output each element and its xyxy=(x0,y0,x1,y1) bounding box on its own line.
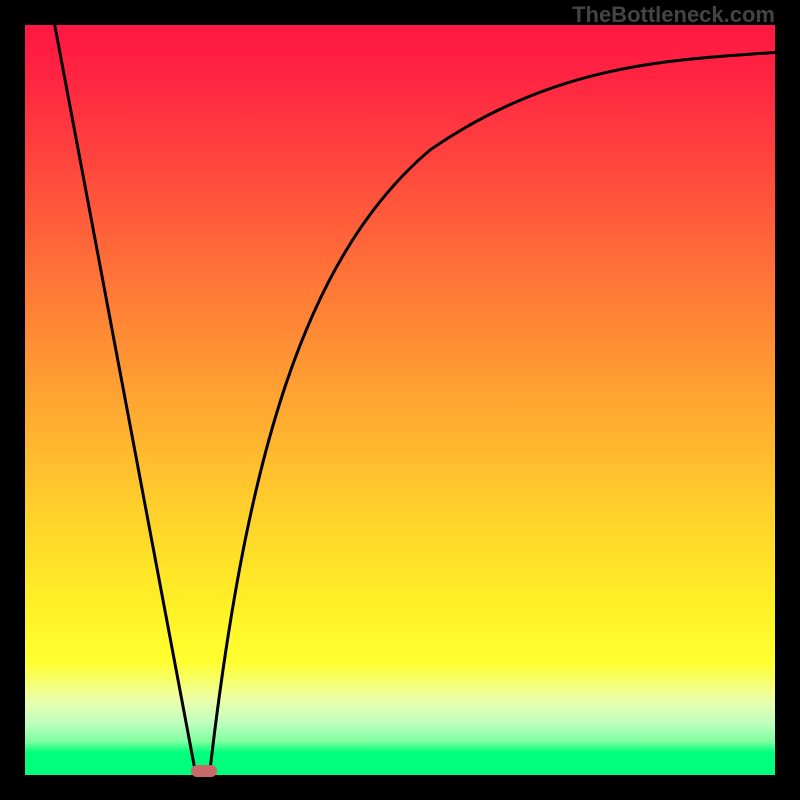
chart-container: TheBottleneck.com xyxy=(0,0,800,800)
chart-svg xyxy=(0,0,800,800)
plot-background xyxy=(25,25,775,775)
optimal-point-marker xyxy=(191,765,217,777)
